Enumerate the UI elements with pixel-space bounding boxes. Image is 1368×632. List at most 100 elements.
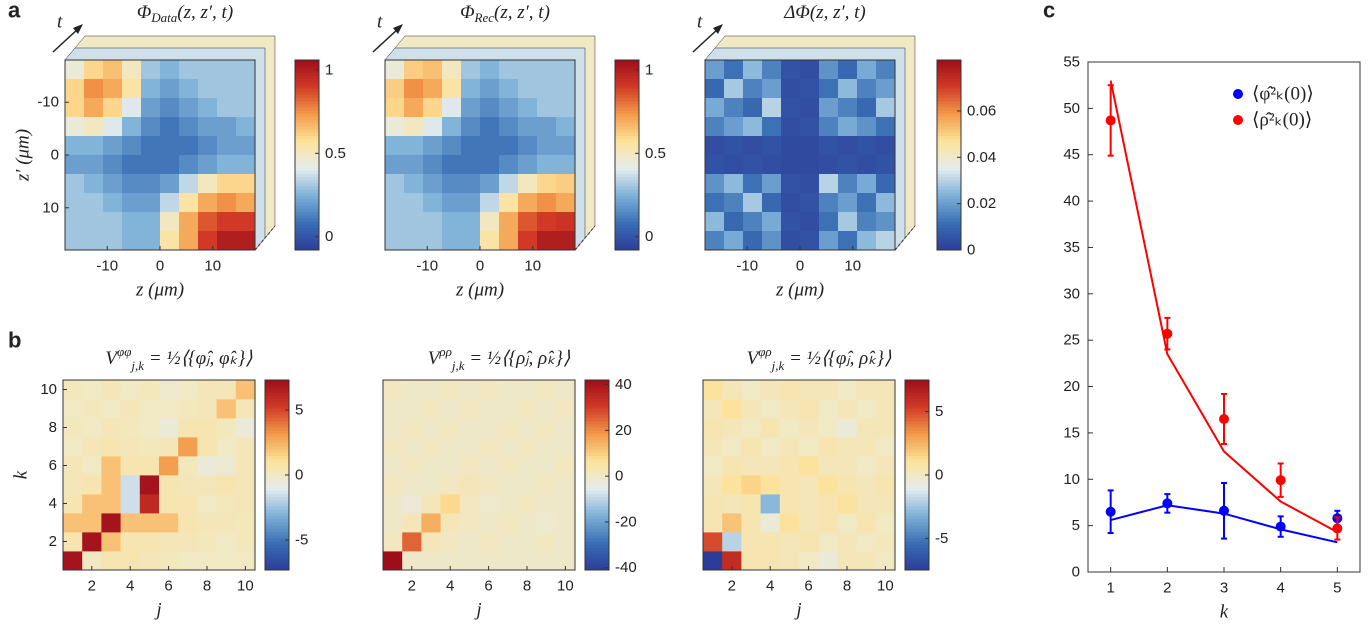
x-tick-label: 6: [484, 578, 492, 595]
colorbar-stripe: [585, 547, 609, 552]
heatmap-cell: [480, 136, 500, 156]
colorbar-stripe: [265, 566, 289, 571]
title-args: = ½⟨{ρ̂ⱼ, ρ̂ₖ}⟩: [464, 348, 570, 369]
heatmap-cell: [800, 98, 820, 118]
colorbar-stripe: [295, 79, 319, 83]
data-point: [1275, 475, 1286, 486]
heatmap-cell: [876, 174, 896, 194]
heatmap-cell: [479, 551, 499, 571]
x-axis-label: z (μm): [775, 280, 824, 301]
heatmap-cell: [103, 60, 123, 80]
heatmap-cell: [385, 193, 405, 213]
colorbar-stripe: [615, 208, 639, 213]
colorbar-stripe: [265, 494, 289, 498]
heatmap-cell: [799, 456, 819, 476]
colorbar-stripe: [905, 475, 929, 479]
colorbar-stripe: [615, 177, 639, 181]
heatmap-cell: [480, 98, 500, 118]
heatmap-cell: [837, 532, 857, 552]
heatmap-cell: [705, 193, 725, 213]
time-arrow: [52, 27, 80, 53]
heatmap-cell: [198, 155, 218, 175]
heatmap-cell: [819, 174, 839, 194]
colorbar-stripe: [615, 240, 639, 245]
colorbar-stripe: [265, 456, 289, 460]
heatmap-cell: [385, 155, 405, 175]
heatmap-cell: [141, 117, 161, 137]
heatmap-cell: [479, 532, 499, 552]
heatmap-cell: [837, 551, 857, 571]
heatmap-cell: [762, 136, 782, 156]
colorbar-stripe: [905, 424, 929, 428]
heatmap-cell: [800, 231, 820, 251]
chart-title: ΦRec(z, z′, t): [460, 2, 550, 25]
heatmap-cell: [216, 399, 237, 419]
heatmap-cell: [217, 193, 237, 213]
heatmap-cell: [442, 193, 462, 213]
colorbar-stripe: [905, 383, 929, 387]
colorbar-stripe: [265, 459, 289, 463]
heatmap-cell: [197, 418, 217, 438]
heatmap-cell: [705, 212, 725, 232]
colorbar-stripe: [615, 155, 639, 159]
colorbar-stripe: [265, 421, 289, 425]
y-tick-label: 6: [49, 457, 57, 474]
colorbar-frame: [614, 59, 640, 251]
heatmap-cell: [799, 551, 819, 571]
heatmap-cell: [705, 231, 725, 251]
x-tick-label: 0: [156, 258, 164, 275]
heatmap-cell: [383, 418, 403, 438]
colorbar-stripe: [295, 75, 319, 80]
colorbar-stripe: [937, 155, 961, 159]
heatmap-cell: [499, 155, 519, 175]
heatmap-cell: [517, 418, 537, 438]
heatmap-cell: [84, 212, 104, 232]
plot-frame: [62, 379, 256, 571]
heatmap-cell: [178, 513, 198, 533]
heatmap-cell: [875, 513, 896, 533]
heatmap-cell: [159, 380, 179, 400]
heatmap-cell: [141, 231, 161, 251]
colorbar-stripe: [905, 484, 929, 489]
colorbar-stripe: [585, 557, 609, 561]
heatmap-cell: [178, 380, 198, 400]
colorbar-stripe: [615, 117, 639, 121]
data-point: [1105, 506, 1116, 517]
heatmap-cell: [781, 79, 801, 99]
heatmap-cell: [139, 532, 160, 552]
heatmap-cell: [819, 231, 839, 251]
heatmap-cell: [402, 532, 422, 552]
heatmap-cell: [82, 475, 102, 495]
colorbar-stripe: [905, 497, 929, 501]
colorbar-stripe: [295, 237, 319, 241]
colorbar-stripe: [295, 129, 319, 134]
y-tick-label: 4: [49, 495, 57, 512]
title-subscript: Rec: [474, 10, 495, 25]
heatmap-cell: [760, 475, 781, 495]
heatmap-cell: [498, 437, 518, 457]
heatmap-cell: [856, 418, 877, 438]
heatmap-cell: [141, 136, 161, 156]
y-tick-label: 25: [1063, 332, 1080, 349]
heatmap-cell: [103, 98, 123, 118]
heatmap-cell: [555, 551, 576, 571]
colorbar-stripe: [585, 506, 609, 511]
heatmap-cell: [385, 174, 405, 194]
colorbar-stripe: [937, 240, 961, 245]
colorbar-stripe: [615, 189, 639, 194]
title-subscript: j,k: [450, 358, 465, 373]
heatmap-cell: [556, 79, 576, 99]
heatmap-cell: [65, 174, 85, 194]
heatmap-cell: [818, 475, 838, 495]
heatmap-cell: [383, 513, 403, 533]
heatmap-cell: [421, 475, 441, 495]
colorbar-stripe: [295, 110, 319, 115]
x-tick-label: 4: [766, 578, 774, 595]
colorbar-tick-label: 0.02: [967, 195, 996, 212]
colorbar-stripe: [937, 183, 961, 188]
heatmap-cell: [818, 494, 838, 514]
time-label: t: [377, 12, 383, 33]
heatmap-cell: [63, 494, 83, 514]
panel-label: b: [8, 328, 21, 353]
colorbar-tick-label: 0: [967, 242, 975, 259]
